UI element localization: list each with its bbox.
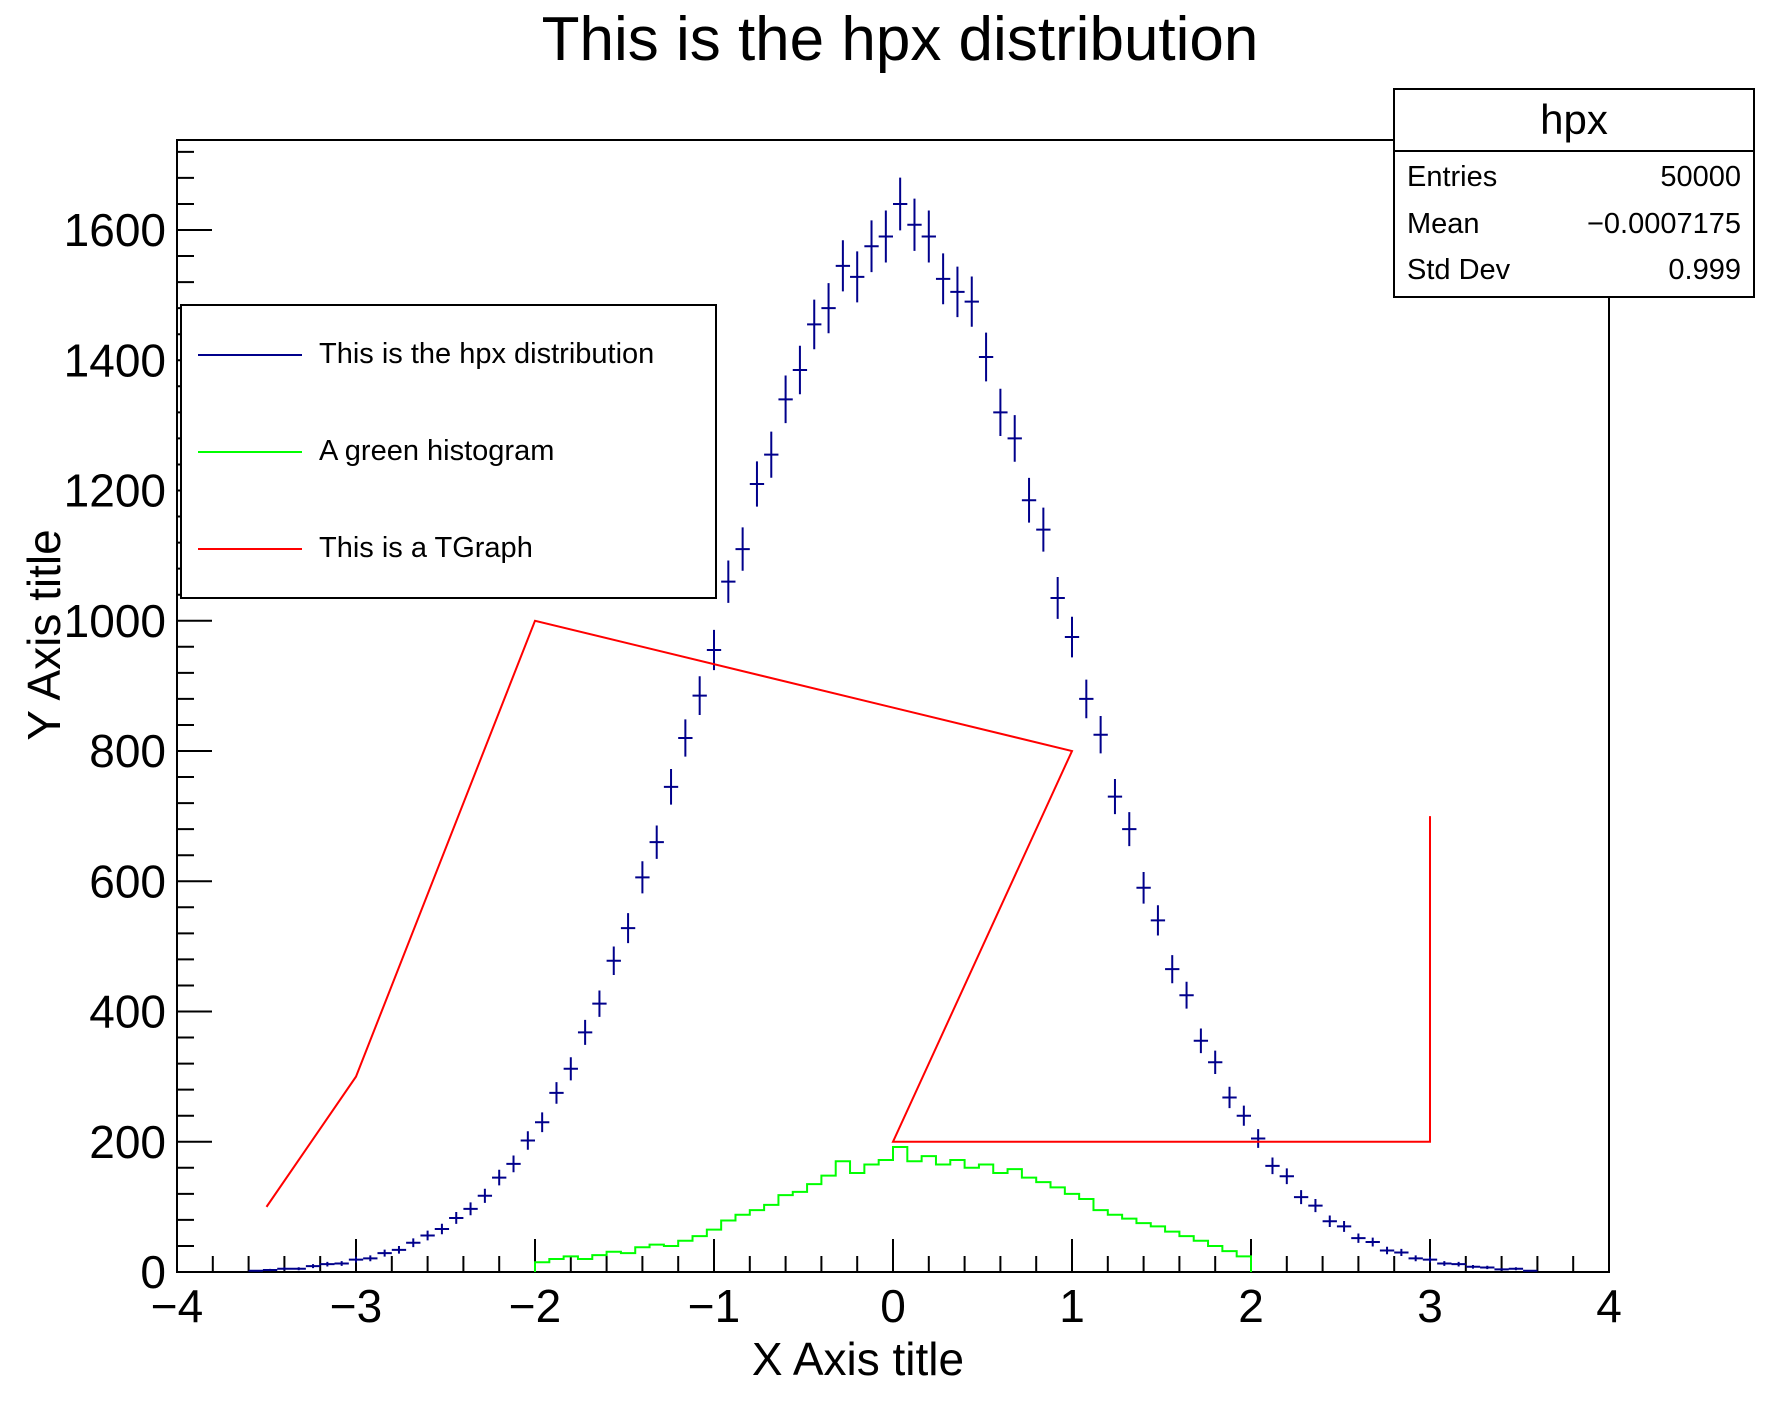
x-tick-label: 0	[880, 1280, 906, 1332]
legend-line-sample-red	[198, 547, 302, 550]
stats-row-stddev: Std Dev 0.999	[1407, 247, 1741, 294]
y-tick-label: 400	[89, 986, 166, 1038]
stats-label: Entries	[1407, 160, 1498, 193]
tgraph-line	[265, 619, 1431, 1208]
green-histogram	[534, 1145, 1252, 1272]
stats-label: Std Dev	[1407, 254, 1511, 287]
legend-entry-tgraph: This is a TGraph	[182, 500, 715, 597]
y-tick-label: 600	[89, 855, 166, 907]
y-tick-label: 1400	[64, 334, 166, 386]
stats-row-mean: Mean −0.0007175	[1407, 201, 1741, 248]
stats-box: hpx Entries 50000 Mean −0.0007175 Std De…	[1393, 88, 1755, 298]
x-tick-label: 4	[1596, 1280, 1622, 1332]
x-axis-title: X Axis title	[751, 1333, 965, 1385]
stats-value: 0.999	[1668, 254, 1741, 287]
y-tick-label: 0	[140, 1246, 166, 1298]
legend-entry-green-histogram: A green histogram	[182, 403, 715, 500]
x-tick-label: −1	[688, 1280, 740, 1332]
x-tick-label: −4	[151, 1280, 203, 1332]
y-tick-label: 1000	[64, 595, 166, 647]
y-tick-label: 1200	[64, 465, 166, 517]
page-title: This is the hpx distribution	[541, 5, 1259, 74]
x-tick-label: −2	[509, 1280, 561, 1332]
legend-line-sample-blue	[198, 353, 302, 356]
legend-line-sample-green	[198, 450, 302, 453]
x-tick-label: 2	[1238, 1280, 1264, 1332]
legend-entry-hpx: This is the hpx distribution	[182, 306, 715, 403]
x-tick-label: 1	[1059, 1280, 1085, 1332]
stats-label: Mean	[1407, 207, 1480, 240]
legend-label: A green histogram	[319, 435, 555, 467]
y-axis-title: Y Axis title	[18, 529, 70, 741]
stats-row-entries: Entries 50000	[1407, 154, 1741, 201]
y-tick-label: 1600	[64, 204, 166, 256]
y-tick-label: 200	[89, 1116, 166, 1168]
stats-title: hpx	[1395, 90, 1753, 152]
hpx-error-bars	[248, 177, 1538, 1272]
legend-box: This is the hpx distribution A green his…	[180, 304, 717, 599]
stats-rows: Entries 50000 Mean −0.0007175 Std Dev 0.…	[1395, 152, 1753, 296]
x-tick-label: 3	[1417, 1280, 1443, 1332]
x-tick-label: −3	[330, 1280, 382, 1332]
stats-value: −0.0007175	[1586, 207, 1741, 240]
y-tick-label: 800	[89, 725, 166, 777]
legend-label: This is the hpx distribution	[319, 338, 655, 370]
stats-value: 50000	[1660, 160, 1741, 193]
legend-label: This is a TGraph	[319, 532, 533, 564]
